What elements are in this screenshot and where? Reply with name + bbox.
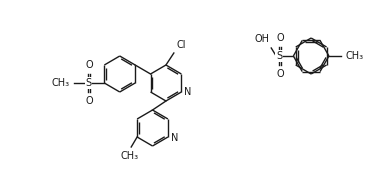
- Text: O: O: [86, 60, 93, 70]
- Text: O: O: [276, 33, 284, 43]
- Text: S: S: [276, 51, 282, 61]
- Text: CH₃: CH₃: [51, 78, 69, 88]
- Text: N: N: [171, 133, 178, 143]
- Text: CH₃: CH₃: [120, 151, 138, 161]
- Text: S: S: [85, 78, 91, 88]
- Text: O: O: [276, 69, 284, 79]
- Text: Cl: Cl: [177, 40, 186, 50]
- Text: CH₃: CH₃: [345, 51, 363, 61]
- Text: N: N: [184, 87, 192, 97]
- Text: OH: OH: [254, 34, 269, 44]
- Text: O: O: [86, 96, 93, 106]
